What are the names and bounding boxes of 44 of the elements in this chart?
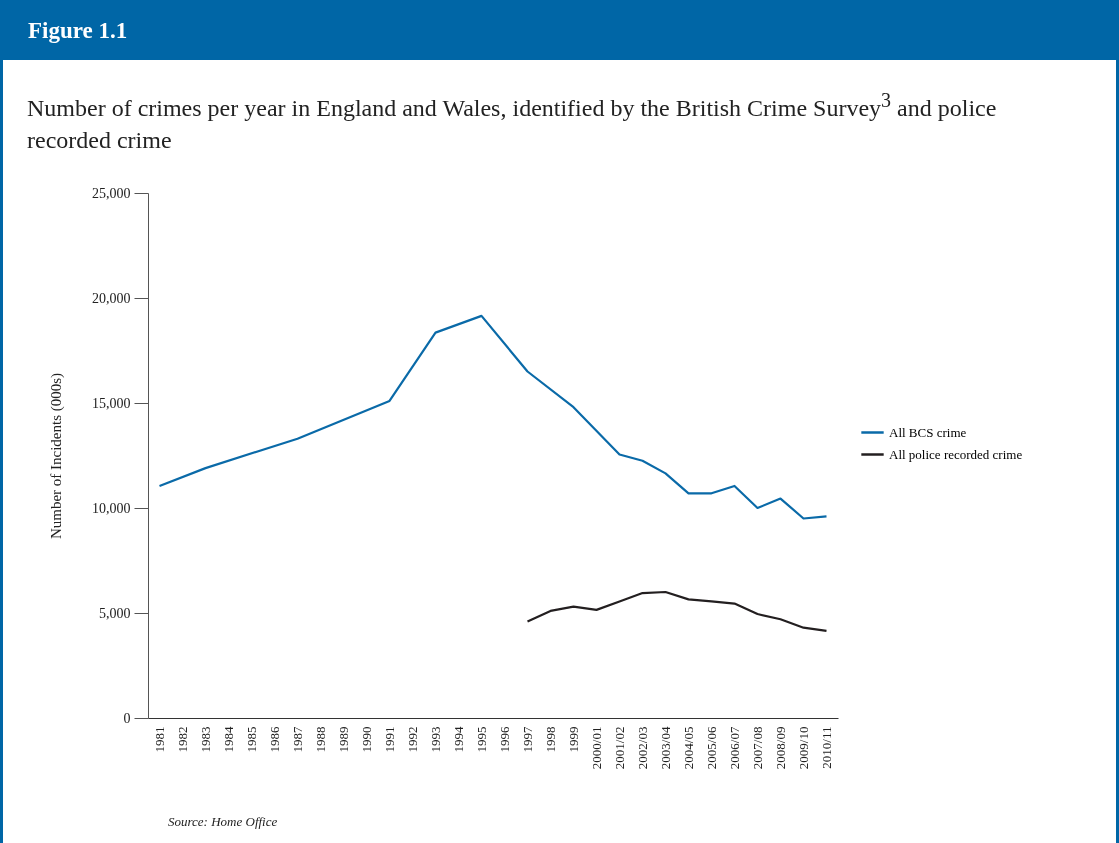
line-series	[526, 590, 828, 632]
y-axis-title: Number of Incidents (000s)	[48, 372, 65, 540]
x-tick-label: 1982	[175, 726, 190, 753]
x-tick-label: 2010/11	[819, 726, 834, 769]
x-tick-label: 1989	[336, 726, 351, 753]
legend-label: All police recorded crime	[889, 446, 1023, 462]
x-tick-label: 1988	[313, 726, 328, 753]
x-tick-label: 2000/01	[589, 726, 604, 770]
x-tick-label: 2007/08	[750, 726, 765, 770]
x-tick-label: 1981	[152, 726, 167, 753]
x-tick-label: 2009/10	[796, 726, 811, 770]
x-tick-label: 1983	[198, 726, 213, 753]
x-tick-label: 2003/04	[658, 726, 673, 770]
x-tick-label: 1997	[520, 726, 535, 753]
x-tick-label: 2001/02	[612, 726, 627, 770]
y-tick-label: 0	[123, 710, 131, 726]
x-tick-label: 1996	[497, 726, 512, 753]
x-tick-label: 1999	[566, 726, 581, 753]
source-note: Source: Home Office	[168, 814, 278, 830]
y-tick-label: 5,000	[99, 605, 131, 621]
line-series	[158, 314, 828, 520]
x-tick-label: 1994	[451, 726, 466, 753]
x-tick-label: 2008/09	[773, 726, 788, 770]
x-tick-label: 1995	[474, 726, 489, 753]
x-tick-label: 1991	[382, 726, 397, 753]
x-tick-label: 1986	[267, 726, 282, 753]
text: Number of crimes per year in England and Wales, identified by the British Crime Survey$^{3}$ and police recorded crime	[27, 89, 997, 153]
y-tick-label: 25,000	[92, 185, 131, 201]
x-tick-label: 2006/07	[727, 726, 742, 770]
x-tick-label: 2004/05	[681, 726, 696, 770]
y-tick-label: 15,000	[92, 395, 131, 411]
x-tick-label: 1984	[221, 726, 236, 753]
x-tick-label: 2002/03	[635, 726, 650, 770]
chart-title: Figure 1.1	[3, 0, 1116, 60]
x-tick-label: 1990	[359, 726, 374, 753]
x-tick-label: 1992	[405, 726, 420, 753]
x-tick-label: 1998	[543, 726, 558, 753]
x-tick-label: 1993	[428, 726, 443, 753]
y-tick-label: 20,000	[92, 290, 131, 306]
x-tick-label: 2005/06	[704, 726, 719, 770]
x-tick-label: 1985	[244, 726, 259, 753]
x-tick-label: 1987	[290, 726, 305, 753]
legend-label: All BCS crime	[889, 424, 967, 440]
y-tick-label: 10,000	[92, 500, 131, 516]
